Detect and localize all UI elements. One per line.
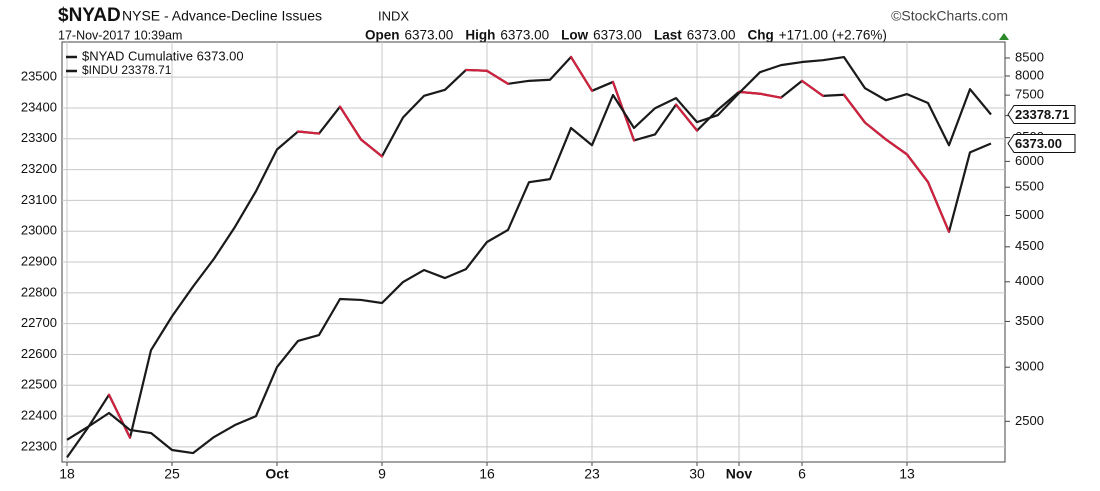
up-arrow bbox=[999, 33, 1009, 40]
y-tick-label: 22700 bbox=[21, 315, 57, 330]
down-segment bbox=[485, 69, 510, 85]
y2-tick-label: 6000 bbox=[1015, 153, 1044, 168]
y-tick-label: 23000 bbox=[21, 223, 57, 238]
x-tick-label: Oct bbox=[265, 466, 289, 482]
down-segment bbox=[800, 79, 825, 97]
y2-tick-label: 4500 bbox=[1015, 238, 1044, 253]
down-segment bbox=[842, 93, 867, 124]
quote-value: 6373.00 bbox=[687, 28, 736, 43]
value-label-box bbox=[1007, 133, 1076, 153]
down-segment bbox=[338, 105, 363, 141]
series-line bbox=[66, 55, 992, 455]
y2-tick-label: 3500 bbox=[1015, 313, 1044, 328]
down-segment bbox=[674, 103, 699, 132]
value-label-box bbox=[1007, 105, 1076, 125]
x-tick-label: Nov bbox=[726, 466, 753, 482]
x-tick-label: 25 bbox=[164, 466, 180, 482]
y-tick-label: 23300 bbox=[21, 130, 57, 145]
quote-label: Open bbox=[365, 28, 400, 43]
quote-label: Low bbox=[561, 28, 588, 43]
y-tick-label: 23200 bbox=[21, 161, 57, 176]
value-label: 6373.00 bbox=[1015, 136, 1062, 151]
y-tick-label: 22300 bbox=[21, 438, 57, 453]
source: ©StockCharts.com bbox=[891, 8, 1008, 24]
quote-label: High bbox=[465, 28, 495, 43]
quote-value: 6373.00 bbox=[593, 28, 642, 43]
value-label: 23378.71 bbox=[1015, 107, 1069, 122]
quote-value: +171.00 (+2.76%) bbox=[779, 28, 887, 43]
quote-bar: Open 6373.00 High 6373.00 Low 6373.00 Last 6373… bbox=[365, 28, 887, 43]
quote-label: Last bbox=[654, 28, 682, 43]
quote-value: 6373.00 bbox=[405, 28, 454, 43]
legend-label: $NYAD Cumulative 6373.00 bbox=[82, 48, 244, 63]
y2-tick-label: 3000 bbox=[1015, 359, 1044, 374]
quote-value: 6373.00 bbox=[500, 28, 549, 43]
y2-tick-label: 4000 bbox=[1015, 273, 1044, 288]
y-tick-label: 22800 bbox=[21, 284, 57, 299]
security-name: NYSE - Advance-Decline Issues bbox=[122, 8, 322, 24]
date: 17-Nov-2017 10:39am bbox=[58, 28, 182, 42]
y-tick-label: 23100 bbox=[21, 192, 57, 207]
down-segment bbox=[884, 138, 909, 156]
plot-frame bbox=[61, 41, 1006, 463]
y-tick-label: 22400 bbox=[21, 408, 57, 423]
y2-tick-label: 5000 bbox=[1015, 207, 1044, 222]
y-tick-label: 23400 bbox=[21, 99, 57, 114]
x-tick-label: 18 bbox=[59, 466, 75, 482]
symbol: $NYAD bbox=[58, 5, 121, 26]
y2-tick-label: 2500 bbox=[1015, 413, 1044, 428]
down-segment bbox=[107, 393, 132, 439]
down-segment bbox=[464, 68, 489, 72]
exchange: INDX bbox=[378, 8, 409, 23]
y2-tick-label: 5500 bbox=[1015, 179, 1044, 194]
down-segment bbox=[926, 180, 951, 233]
down-segment bbox=[737, 90, 762, 95]
y2-tick-label: 8500 bbox=[1015, 49, 1044, 64]
down-segment bbox=[758, 92, 783, 99]
down-segment bbox=[296, 130, 321, 135]
down-segment bbox=[569, 55, 594, 92]
y2-tick-label: 7500 bbox=[1015, 87, 1044, 102]
down-segment bbox=[863, 121, 888, 141]
y-tick-label: 22500 bbox=[21, 377, 57, 392]
down-segment bbox=[359, 138, 384, 158]
x-tick-label: 16 bbox=[479, 466, 495, 482]
series-line bbox=[66, 55, 992, 459]
x-tick-label: 23 bbox=[584, 466, 600, 482]
x-tick-label: 30 bbox=[689, 466, 705, 482]
legend-label: $INDU 23378.71 bbox=[82, 63, 172, 77]
quote-label: Chg bbox=[748, 28, 774, 43]
x-tick-label: 9 bbox=[378, 466, 386, 482]
x-tick-label: 13 bbox=[899, 466, 915, 482]
y-tick-label: 22600 bbox=[21, 346, 57, 361]
y2-tick-label: 8000 bbox=[1015, 67, 1044, 82]
y-tick-label: 22900 bbox=[21, 253, 57, 268]
x-tick-label: 6 bbox=[798, 466, 806, 482]
y-tick-label: 23500 bbox=[21, 69, 57, 84]
down-segment bbox=[905, 153, 930, 184]
